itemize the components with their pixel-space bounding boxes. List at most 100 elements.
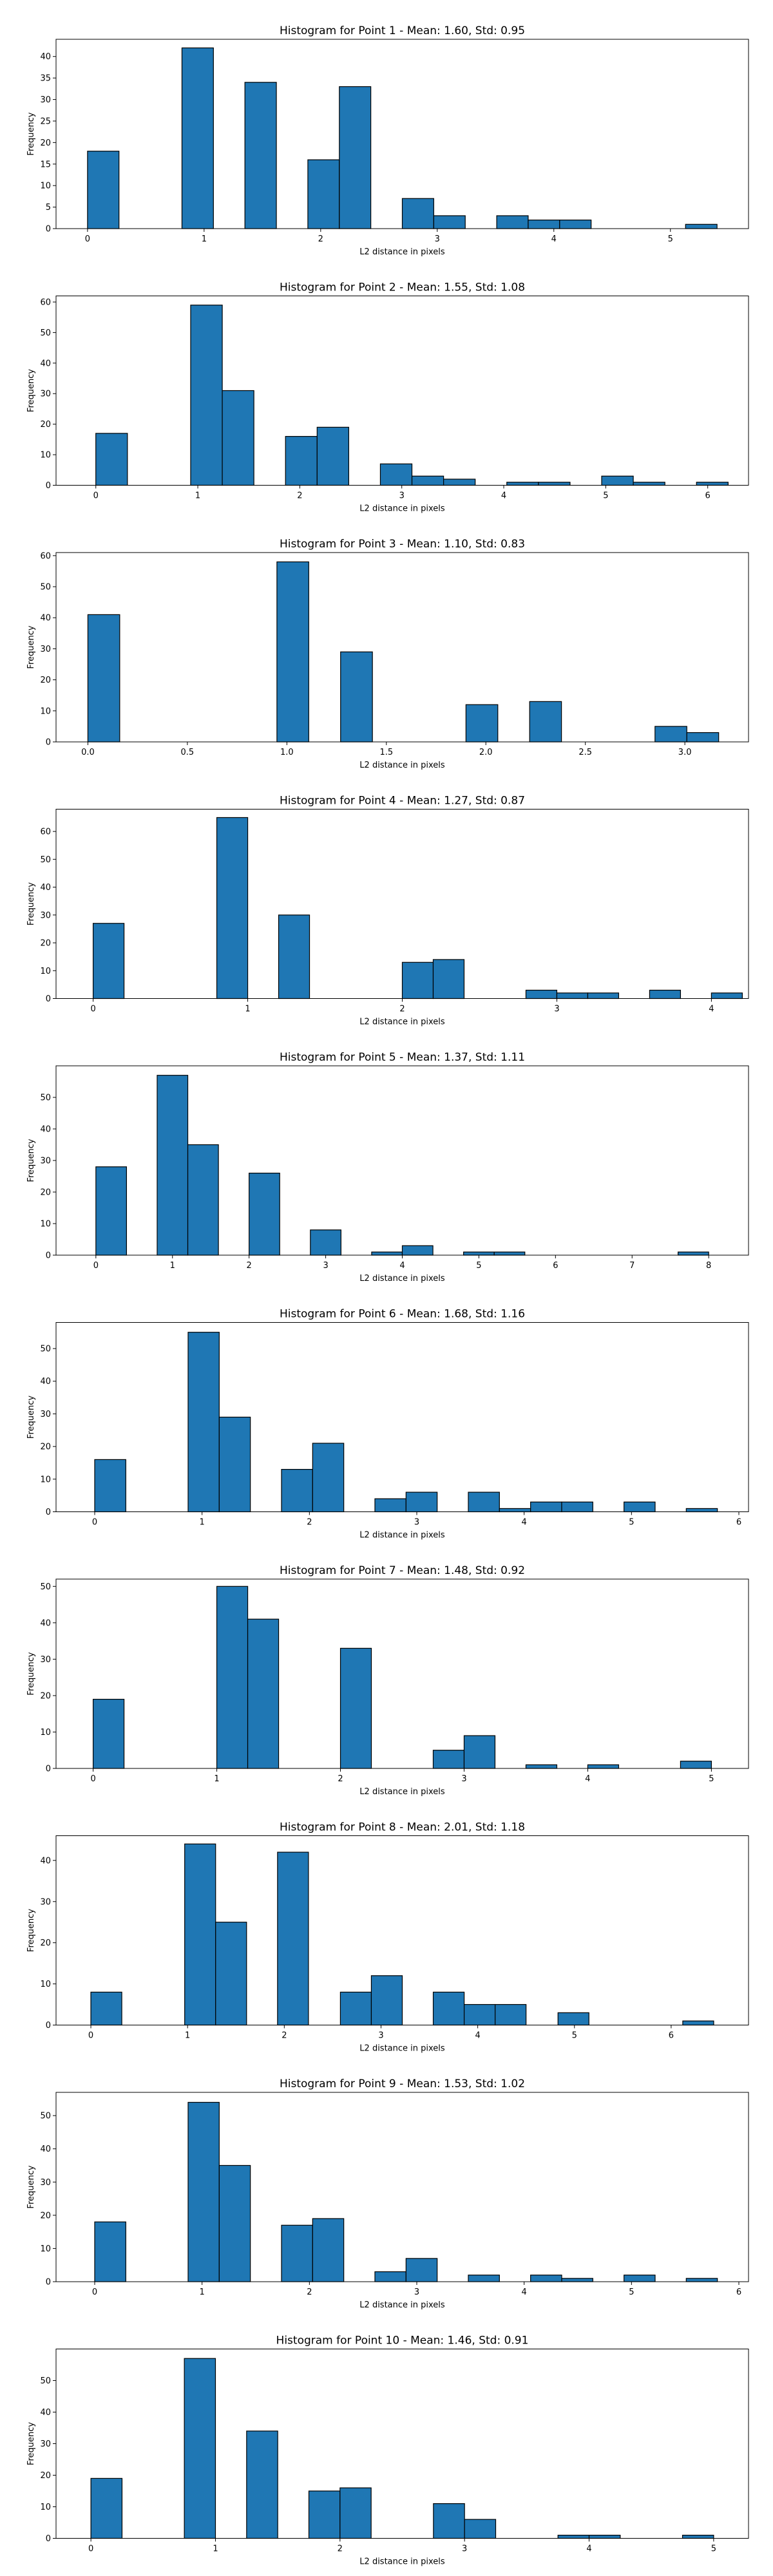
y-tick-label: 0 xyxy=(46,1508,51,1517)
histogram-bar xyxy=(685,223,718,229)
histogram-bar xyxy=(685,2278,718,2282)
x-tick-label: 2 xyxy=(307,1518,312,1528)
y-tick-label: 20 xyxy=(40,939,51,949)
y-tick-label: 20 xyxy=(40,1188,51,1198)
histogram-bar xyxy=(374,1498,406,1513)
y-tick-label: 60 xyxy=(40,551,51,561)
y-tick-label: 20 xyxy=(40,2211,51,2221)
x-axis-label: L2 distance in pixels xyxy=(359,761,445,770)
axes-frame xyxy=(55,1578,749,1769)
histogram-bar xyxy=(405,2258,438,2282)
histogram-bar xyxy=(538,482,571,486)
histogram-bar xyxy=(401,1245,434,1256)
histogram-bar xyxy=(249,1172,280,1256)
y-tick-label: 50 xyxy=(40,855,51,865)
histogram-bar xyxy=(432,1991,465,2026)
y-tick-label: 30 xyxy=(40,1655,51,1665)
y-tick-label: 10 xyxy=(40,182,51,191)
y-tick-label: 40 xyxy=(40,52,51,62)
y-tick-label: 0 xyxy=(46,2534,51,2544)
y-axis-label: Frequency xyxy=(26,882,36,925)
y-tick-label: 50 xyxy=(40,1094,51,1103)
x-tick-label: 4 xyxy=(522,2287,527,2297)
y-tick-label: 40 xyxy=(40,2145,51,2154)
histogram-bar xyxy=(310,1229,341,1256)
x-tick-label: 5 xyxy=(629,2287,634,2297)
y-tick-label: 0 xyxy=(46,738,51,748)
y-tick-label: 10 xyxy=(40,451,51,460)
y-tick-label: 5 xyxy=(46,203,51,213)
y-tick-label: 10 xyxy=(40,2244,51,2254)
y-tick-label: 50 xyxy=(40,2112,51,2121)
histogram-bar xyxy=(624,2275,656,2282)
x-tick-label: 1 xyxy=(200,2287,205,2297)
y-tick-label: 0 xyxy=(46,1765,51,1774)
chart-title: Histogram for Point 4 - Mean: 1.27, Std:… xyxy=(280,795,525,808)
histogram-bar xyxy=(379,463,413,486)
x-tick-label: 0 xyxy=(90,1774,95,1784)
histogram-bar xyxy=(405,1492,438,1513)
y-tick-label: 50 xyxy=(40,328,51,338)
y-tick-label: 20 xyxy=(40,420,51,430)
y-tick-label: 35 xyxy=(40,74,51,84)
x-tick-label: 4 xyxy=(475,2031,480,2041)
histogram-bar xyxy=(525,1764,558,1769)
x-tick-label: 3.0 xyxy=(678,748,692,757)
x-tick-label: 3 xyxy=(435,234,440,244)
axes-frame xyxy=(55,39,749,229)
x-axis-label: L2 distance in pixels xyxy=(359,2044,445,2054)
y-tick-label: 0 xyxy=(46,1251,51,1261)
y-tick-label: 20 xyxy=(40,1938,51,1948)
x-tick-label: 1.0 xyxy=(280,748,294,757)
x-tick-label: 4 xyxy=(709,1005,714,1014)
y-tick-label: 40 xyxy=(40,1856,51,1866)
histogram-bar xyxy=(685,1508,718,1513)
histogram-bar xyxy=(696,482,729,486)
histogram-bar xyxy=(285,436,318,486)
histogram-panel-3: 0.0 0.5 1.0 1.5 2.0 2.5 3.0 0 10 20 30 40 50 60 Histog… xyxy=(26,538,749,770)
y-tick-label: 40 xyxy=(40,1618,51,1628)
histogram-bar xyxy=(401,961,434,999)
histogram-bar xyxy=(87,151,120,229)
y-axis-label: Frequency xyxy=(26,1909,36,1952)
y-tick-label: 40 xyxy=(40,614,51,623)
histogram-panel-6: 0 1 2 3 4 5 6 0 10 20 30 40 50 Histogram for Point 6 … xyxy=(26,1308,749,1540)
y-tick-label: 10 xyxy=(40,1475,51,1484)
histogram-bar xyxy=(411,475,444,486)
y-tick-label: 30 xyxy=(40,95,51,105)
histogram-bar xyxy=(312,2218,345,2282)
histogram-bar xyxy=(222,390,254,486)
histogram-bar xyxy=(247,1618,280,1769)
histogram-bar xyxy=(216,817,249,999)
x-axis-label: L2 distance in pixels xyxy=(359,1018,445,1027)
x-tick-label: 1 xyxy=(213,2544,218,2554)
y-axis-label: Frequency xyxy=(26,369,36,412)
x-tick-label: 5 xyxy=(709,1774,714,1784)
histogram-bar xyxy=(587,1764,620,1769)
x-tick-label: 0 xyxy=(88,2544,93,2554)
x-tick-label: 8 xyxy=(706,1261,711,1271)
x-tick-label: 3 xyxy=(399,491,405,501)
x-tick-label: 2.0 xyxy=(479,748,493,757)
x-tick-label: 5 xyxy=(629,1518,634,1528)
axes-frame xyxy=(55,2092,749,2282)
y-axis-label: Frequency xyxy=(26,625,36,668)
histogram-bar xyxy=(464,2519,497,2539)
histogram-bar xyxy=(370,1975,403,2026)
histogram-bar xyxy=(316,426,349,486)
x-tick-label: 6 xyxy=(553,1261,558,1271)
histogram-bar xyxy=(654,726,687,743)
x-axis-label: L2 distance in pixels xyxy=(359,504,445,514)
x-tick-label: 1 xyxy=(214,1774,219,1784)
histogram-bar xyxy=(90,2477,123,2539)
y-tick-label: 30 xyxy=(40,2439,51,2449)
x-tick-label: 1 xyxy=(202,234,207,244)
histogram-bar xyxy=(559,220,592,229)
histogram-bar xyxy=(218,2164,251,2282)
histogram-bar xyxy=(87,614,120,743)
histogram-bar xyxy=(496,215,529,229)
y-tick-label: 30 xyxy=(40,1410,51,1419)
